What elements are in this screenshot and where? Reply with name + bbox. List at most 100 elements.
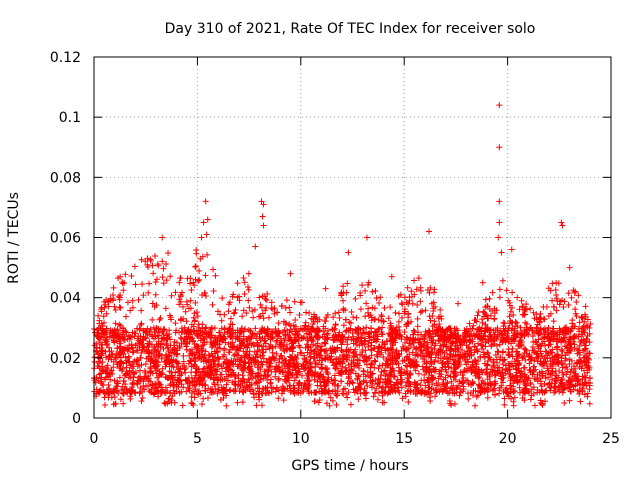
data-point bbox=[443, 368, 450, 375]
data-point bbox=[150, 270, 157, 277]
data-point bbox=[529, 344, 536, 351]
data-point bbox=[208, 335, 215, 342]
data-point bbox=[180, 358, 187, 365]
data-point bbox=[375, 326, 382, 333]
data-point bbox=[249, 375, 256, 382]
data-point bbox=[311, 311, 318, 318]
data-point bbox=[516, 384, 523, 391]
data-point bbox=[324, 352, 331, 359]
data-point bbox=[455, 332, 462, 339]
data-point bbox=[241, 384, 248, 391]
data-point bbox=[297, 349, 304, 356]
data-point bbox=[563, 371, 570, 378]
data-point bbox=[336, 314, 343, 321]
data-point bbox=[586, 324, 593, 331]
outlier-point bbox=[198, 234, 205, 241]
data-point bbox=[407, 341, 414, 348]
data-point bbox=[314, 332, 321, 339]
data-point bbox=[162, 363, 169, 370]
data-point bbox=[299, 372, 306, 379]
data-point bbox=[162, 374, 169, 381]
data-point bbox=[518, 297, 525, 304]
data-point bbox=[165, 348, 172, 355]
data-point bbox=[259, 361, 266, 368]
data-point bbox=[210, 266, 217, 273]
data-point bbox=[241, 279, 248, 286]
data-point bbox=[312, 360, 319, 367]
data-point bbox=[98, 306, 105, 313]
data-point bbox=[530, 368, 537, 375]
data-point bbox=[545, 367, 552, 374]
data-point bbox=[180, 315, 187, 322]
data-point bbox=[191, 317, 198, 324]
data-point bbox=[124, 357, 131, 364]
data-point bbox=[245, 297, 252, 304]
outlier-point bbox=[498, 249, 505, 256]
data-point bbox=[184, 275, 191, 282]
data-point bbox=[306, 390, 313, 397]
data-point bbox=[130, 348, 137, 355]
data-point bbox=[134, 377, 141, 384]
data-point bbox=[353, 314, 360, 321]
data-point bbox=[484, 388, 491, 395]
data-point bbox=[488, 341, 495, 348]
data-point bbox=[190, 314, 197, 321]
data-point bbox=[200, 395, 207, 402]
data-point bbox=[417, 298, 424, 305]
data-point bbox=[403, 370, 410, 377]
data-point bbox=[378, 368, 385, 375]
data-point bbox=[166, 368, 173, 375]
outlier-point bbox=[200, 219, 207, 226]
data-point bbox=[176, 296, 183, 303]
data-point bbox=[402, 362, 409, 369]
data-point bbox=[287, 389, 294, 396]
data-point bbox=[229, 321, 236, 328]
data-point bbox=[199, 342, 206, 349]
data-point bbox=[570, 338, 577, 345]
data-point bbox=[410, 331, 417, 338]
data-point bbox=[435, 337, 442, 344]
data-point bbox=[272, 373, 279, 380]
data-point bbox=[365, 312, 372, 319]
data-point bbox=[372, 358, 379, 365]
data-point bbox=[282, 321, 289, 328]
data-point bbox=[160, 345, 167, 352]
data-point bbox=[195, 278, 202, 285]
data-point bbox=[308, 364, 315, 371]
data-point bbox=[442, 331, 449, 338]
data-point bbox=[172, 369, 179, 376]
data-point bbox=[540, 315, 547, 322]
outlier-point bbox=[258, 198, 265, 205]
data-point bbox=[331, 377, 338, 384]
data-point bbox=[283, 360, 290, 367]
data-point bbox=[485, 326, 492, 333]
data-point bbox=[114, 388, 121, 395]
data-point bbox=[465, 395, 472, 402]
data-point bbox=[161, 326, 168, 333]
data-point bbox=[549, 361, 556, 368]
data-point bbox=[237, 383, 244, 390]
data-point bbox=[205, 385, 212, 392]
data-point bbox=[398, 333, 405, 340]
data-point bbox=[120, 336, 127, 343]
data-point bbox=[334, 392, 341, 399]
data-point bbox=[390, 337, 397, 344]
data-point bbox=[320, 323, 327, 330]
data-point bbox=[101, 331, 108, 338]
data-point bbox=[431, 342, 438, 349]
data-point bbox=[149, 316, 156, 323]
data-point bbox=[479, 335, 486, 342]
data-point bbox=[491, 381, 498, 388]
data-point bbox=[124, 299, 131, 306]
data-point bbox=[492, 351, 499, 358]
data-point bbox=[413, 362, 420, 369]
data-point bbox=[104, 336, 111, 343]
data-point bbox=[196, 353, 203, 360]
data-point bbox=[438, 315, 445, 322]
data-point bbox=[358, 339, 365, 346]
data-point bbox=[335, 370, 342, 377]
data-point bbox=[352, 336, 359, 343]
data-point bbox=[336, 353, 343, 360]
data-point bbox=[129, 345, 136, 352]
data-point bbox=[306, 310, 313, 317]
